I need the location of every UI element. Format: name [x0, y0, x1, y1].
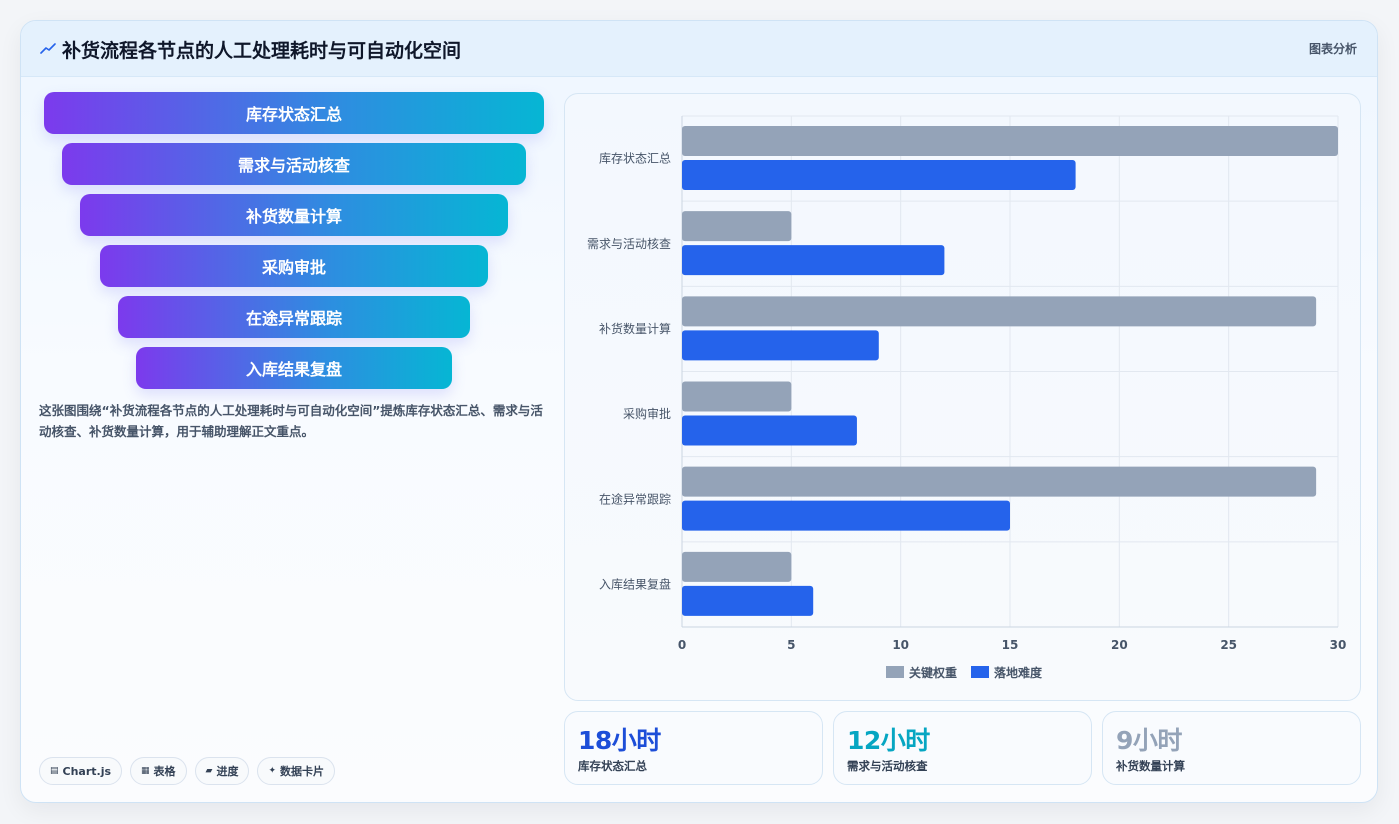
- y-tick-label: 需求与活动核查: [587, 237, 671, 251]
- chart-icon: ▤: [50, 766, 59, 776]
- badge-chartjs[interactable]: ▤ Chart.js: [39, 757, 123, 785]
- badge-data-card[interactable]: ✦ 数据卡片: [257, 757, 336, 785]
- description-text: 这张图围绕“补货流程各节点的人工处理耗时与可自动化空间”提炼库存状态汇总、需求与…: [39, 403, 543, 439]
- legend-label: 落地难度: [994, 665, 1043, 680]
- y-tick-label: 入库结果复盘: [599, 576, 671, 591]
- y-tick-label: 采购审批: [623, 406, 671, 421]
- bar: [682, 126, 1338, 156]
- y-tick-label: 在途异常跟踪: [599, 491, 671, 506]
- tech-badges: ▤ Chart.js ▦ 表格 ▰ 进度 ✦ 数据卡片: [39, 757, 336, 785]
- kpi-card: 18小时 库存状态汇总: [564, 711, 823, 785]
- bar: [682, 160, 1076, 190]
- bar: [682, 585, 814, 616]
- legend-label: 关键权重: [909, 665, 957, 680]
- funnel-step: 采购审批: [100, 245, 488, 287]
- kpi-card: 9小时 补货数量计算: [1102, 711, 1361, 785]
- main-card: 补货流程各节点的人工处理耗时与可自动化空间 图表分析 库存状态汇总 需求与活动核…: [20, 20, 1378, 803]
- bar: [682, 245, 945, 276]
- bar: [682, 415, 857, 446]
- kpi-label: 需求与活动核查: [847, 759, 928, 773]
- kpi-value: 12小时: [847, 726, 930, 755]
- kpi-value: 9小时: [1116, 726, 1182, 755]
- x-tick-label: 30: [1330, 638, 1347, 652]
- x-tick-label: 0: [678, 638, 686, 652]
- funnel-step: 入库结果复盘: [136, 347, 452, 389]
- x-tick-label: 20: [1111, 638, 1128, 652]
- table-icon: ▦: [141, 766, 150, 776]
- badge-progress[interactable]: ▰ 进度: [194, 757, 250, 785]
- sparkle-icon: ✦: [268, 766, 277, 776]
- legend-swatch: [971, 666, 989, 678]
- trend-line-icon: [40, 43, 56, 54]
- legend-swatch: [886, 666, 904, 678]
- page-title: 补货流程各节点的人工处理耗时与可自动化空间: [62, 40, 462, 62]
- y-tick-label: 库存状态汇总: [599, 151, 671, 166]
- bar: [682, 381, 792, 412]
- x-tick-label: 25: [1220, 638, 1237, 652]
- x-tick-label: 5: [787, 638, 795, 652]
- kpi-card: 12小时 需求与活动核查: [833, 711, 1092, 785]
- badge-table[interactable]: ▦ 表格: [130, 757, 187, 785]
- bar: [682, 551, 792, 582]
- progress-icon: ▰: [205, 766, 213, 776]
- bar: [682, 466, 1317, 497]
- header-bar: 补货流程各节点的人工处理耗时与可自动化空间 图表分析: [21, 21, 1377, 77]
- bar: [682, 211, 792, 242]
- kpi-label: 补货数量计算: [1116, 759, 1185, 773]
- x-tick-label: 10: [892, 638, 909, 652]
- header-tag: 图表分析: [1308, 42, 1357, 56]
- y-tick-label: 补货数量计算: [599, 321, 671, 336]
- x-tick-label: 15: [1002, 638, 1019, 652]
- funnel-step: 库存状态汇总: [44, 92, 544, 134]
- bar: [682, 330, 879, 361]
- badge-label: 表格: [153, 765, 176, 778]
- funnel-step: 需求与活动核查: [62, 143, 526, 185]
- badge-label: 数据卡片: [280, 765, 325, 778]
- chart-panel: 库存状态汇总需求与活动核查补货数量计算采购审批在途异常跟踪 入库结果复盘 0 5 10 1…: [564, 93, 1361, 701]
- kpi-value: 18小时: [578, 726, 661, 755]
- kpi-label: 库存状态汇总: [578, 759, 647, 773]
- badge-label: Chart.js: [62, 764, 112, 778]
- bar: [682, 500, 1010, 531]
- funnel-step: 补货数量计算: [80, 194, 508, 236]
- funnel-step: 在途异常跟踪: [118, 296, 470, 338]
- bar: [682, 296, 1317, 327]
- badge-label: 进度: [216, 765, 239, 778]
